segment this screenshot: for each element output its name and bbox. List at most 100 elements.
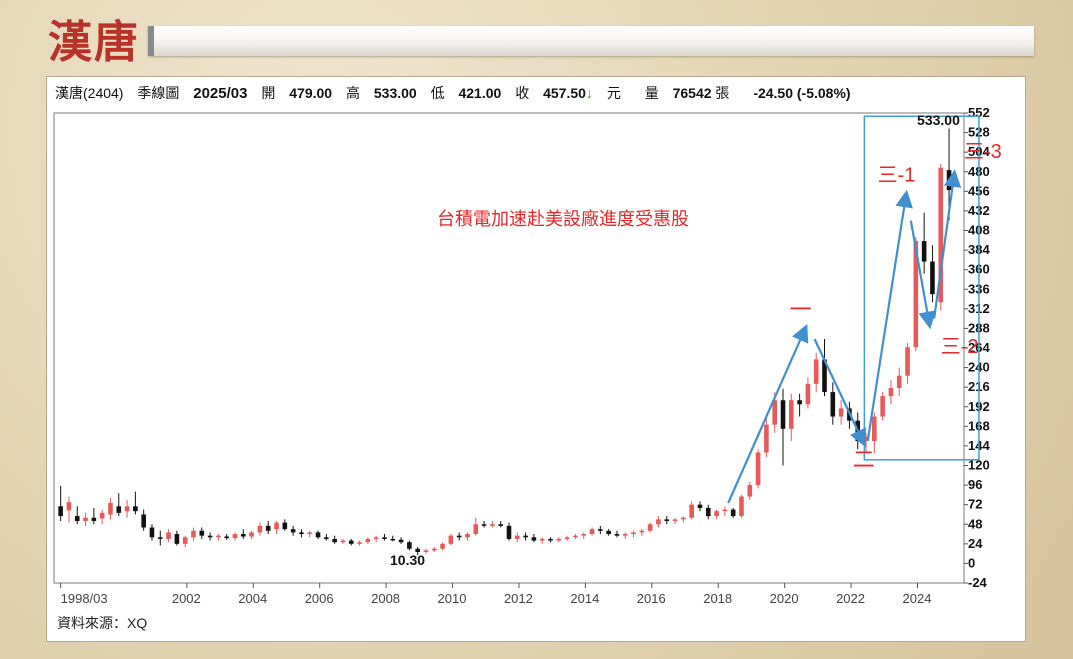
x-tick-label: 2018 — [703, 591, 732, 606]
high-price-label: 533.00 — [917, 112, 960, 128]
trend-arrow — [727, 324, 809, 504]
trend-arrow — [933, 169, 962, 319]
candle-body — [946, 170, 952, 191]
candle-body — [764, 424, 769, 453]
candle-body — [830, 392, 836, 417]
candle-body — [315, 532, 321, 538]
candle-body — [66, 502, 72, 511]
candle-body — [498, 524, 503, 526]
volume-unit: 張 — [715, 85, 730, 101]
chart-panel: 漢唐(2404) 季線圖 2025/03 開 479.00 高 533.00 低… — [46, 76, 1026, 642]
candle-body — [539, 538, 545, 541]
candle-body — [797, 400, 802, 405]
candle-body — [730, 509, 736, 517]
candle-body — [772, 400, 777, 425]
plot-frame — [53, 112, 965, 584]
candle-body — [299, 532, 304, 535]
candle-body — [656, 519, 661, 525]
candle-body — [307, 532, 313, 535]
candle-body — [191, 530, 196, 538]
candle-body — [548, 538, 553, 541]
x-tick-label: 2006 — [305, 591, 334, 606]
candle-body — [182, 537, 188, 544]
y-tick-label: 72 — [968, 497, 982, 512]
period-date: 2025/03 — [193, 85, 248, 102]
candle-body — [232, 534, 238, 539]
candle-body — [124, 506, 130, 512]
candle-body — [448, 535, 454, 544]
candle-body — [74, 516, 80, 521]
y-tick-label: 96 — [968, 477, 982, 492]
candle-body — [573, 535, 578, 538]
wave-1-label: 一 — [790, 297, 812, 322]
candle-body — [174, 534, 180, 544]
candle-body — [739, 496, 744, 517]
candle-body — [58, 506, 63, 517]
down-arrow-icon: ↓ — [585, 85, 593, 101]
high-value: 533.00 — [373, 85, 417, 101]
x-tick-label: 2020 — [770, 591, 799, 606]
candle-body — [108, 503, 113, 515]
candle-body — [216, 535, 221, 538]
x-tick-label: 2022 — [836, 591, 865, 606]
candle-body — [880, 396, 885, 417]
candle-body — [664, 519, 670, 521]
open-label: 開 — [261, 85, 276, 101]
candle-body — [614, 534, 620, 536]
candle-body — [747, 485, 753, 497]
candle-body — [780, 400, 786, 429]
x-tick-label: 2014 — [570, 591, 599, 606]
candle-body — [805, 383, 811, 405]
y-tick-label: 0 — [968, 555, 975, 570]
candle-body — [431, 548, 437, 551]
candle-body — [282, 522, 288, 530]
candle-body — [465, 534, 470, 538]
headline-annotation: 台積電加速赴美設廠進度受惠股 — [437, 208, 689, 229]
quote-header: 漢唐(2404) 季線圖 2025/03 開 479.00 高 533.00 低… — [55, 83, 1017, 103]
brand-title: 漢唐 — [48, 17, 140, 68]
candle-body — [598, 529, 603, 531]
candle-body — [622, 534, 628, 536]
candle-body — [930, 261, 935, 295]
candle-body — [348, 540, 354, 544]
candle-body — [506, 525, 512, 539]
title-banner-bar — [148, 26, 1034, 56]
candle-body — [199, 530, 205, 536]
candle-body — [531, 537, 537, 541]
currency-label: 元 — [606, 85, 621, 101]
x-tick-label: 2008 — [371, 591, 400, 606]
candle-body — [456, 535, 462, 538]
high-label: 高 — [345, 85, 360, 101]
candle-body — [589, 529, 595, 535]
candle-body — [888, 387, 894, 397]
x-tick-label: 2004 — [238, 591, 267, 606]
x-tick-label: 2012 — [504, 591, 533, 606]
candle-body — [274, 522, 279, 530]
price-change: -24.50 (-5.08%) — [753, 85, 851, 101]
candle-body — [581, 534, 587, 536]
trend-arrow — [813, 338, 866, 447]
candle-body — [116, 506, 122, 513]
candle-body — [290, 529, 296, 533]
candle-body — [515, 535, 520, 539]
candle-body — [241, 534, 246, 537]
candle-body — [91, 517, 97, 521]
candle-body — [373, 537, 379, 539]
candle-body — [872, 416, 877, 442]
candle-body — [481, 524, 487, 526]
candle-body — [423, 550, 429, 552]
y-tick-label: -24 — [968, 575, 988, 590]
candle-body — [324, 537, 329, 539]
trend-arrow — [909, 220, 936, 330]
candle-body — [647, 524, 653, 531]
candle-body — [407, 542, 412, 549]
candle-body — [722, 509, 728, 512]
candle-body — [207, 535, 213, 538]
candle-body — [340, 540, 346, 543]
y-tick-label: 48 — [968, 516, 982, 531]
low-price-label: 10.30 — [390, 552, 425, 568]
wave-3-2-label: 三-2 — [941, 336, 979, 358]
candle-body — [357, 542, 362, 544]
period-label: 季線圖 — [137, 85, 180, 101]
candle-body — [332, 538, 337, 543]
